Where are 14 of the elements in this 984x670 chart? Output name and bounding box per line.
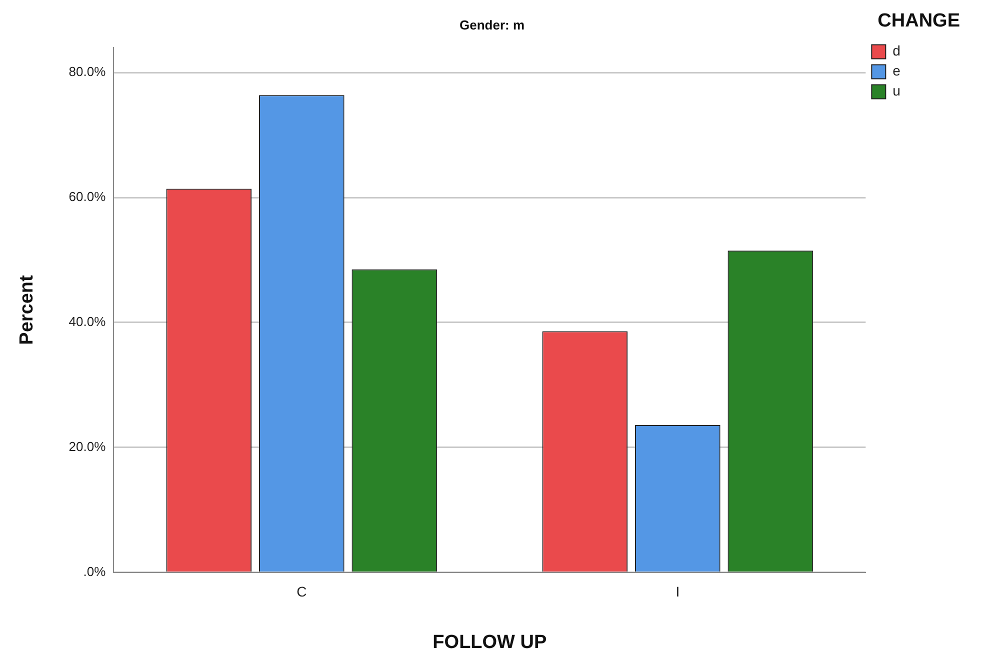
y-axis-title: Percent — [16, 274, 38, 345]
y-tick-label: 80.0% — [68, 64, 106, 80]
legend-title: CHANGE — [878, 10, 960, 32]
x-tick-label: I — [676, 584, 680, 600]
y-tick-label: 60.0% — [68, 189, 106, 204]
chart-title: Gender: m — [459, 17, 525, 32]
y-tick-label: 20.0% — [68, 439, 106, 454]
legend-label: u — [892, 82, 900, 99]
y-tick-label: 40.0% — [68, 314, 106, 330]
x-tick-label: C — [296, 584, 307, 600]
x-axis-title: FOLLOW UP — [432, 632, 547, 653]
legend-label: e — [892, 62, 901, 79]
legend-label: d — [892, 42, 900, 59]
y-tick-label: .0% — [83, 564, 106, 579]
